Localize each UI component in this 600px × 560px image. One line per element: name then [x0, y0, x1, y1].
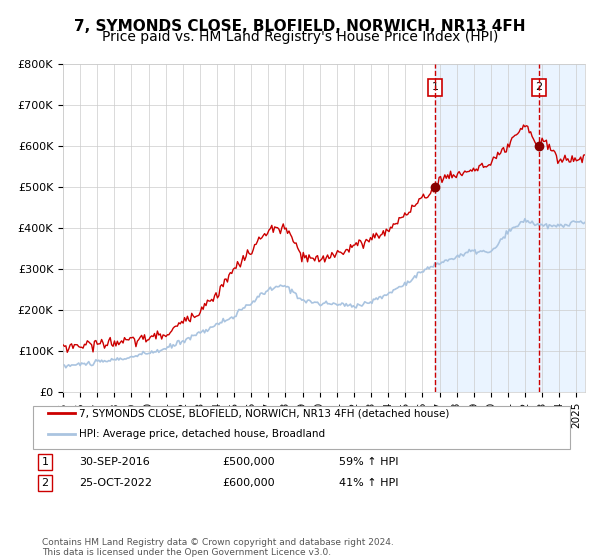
Text: 59% ↑ HPI: 59% ↑ HPI [339, 457, 398, 467]
Text: 25-OCT-2022: 25-OCT-2022 [79, 478, 152, 488]
Text: 7, SYMONDS CLOSE, BLOFIELD, NORWICH, NR13 4FH (detached house): 7, SYMONDS CLOSE, BLOFIELD, NORWICH, NR1… [79, 408, 449, 418]
Text: 7, SYMONDS CLOSE, BLOFIELD, NORWICH, NR13 4FH: 7, SYMONDS CLOSE, BLOFIELD, NORWICH, NR1… [74, 19, 526, 34]
Text: 2: 2 [41, 478, 49, 488]
Text: 41% ↑ HPI: 41% ↑ HPI [339, 478, 398, 488]
Text: 1: 1 [432, 82, 439, 92]
Bar [435, 64, 600, 392]
Text: 1: 1 [41, 457, 49, 467]
Text: 30-SEP-2016: 30-SEP-2016 [79, 457, 150, 467]
Text: HPI: Average price, detached house, Broadland: HPI: Average price, detached house, Broa… [79, 429, 325, 439]
Text: Contains HM Land Registry data © Crown copyright and database right 2024.
This d: Contains HM Land Registry data © Crown c… [42, 538, 394, 557]
Text: 2: 2 [535, 82, 542, 92]
Text: £600,000: £600,000 [222, 478, 275, 488]
Text: Price paid vs. HM Land Registry's House Price Index (HPI): Price paid vs. HM Land Registry's House … [102, 30, 498, 44]
Text: £500,000: £500,000 [222, 457, 275, 467]
